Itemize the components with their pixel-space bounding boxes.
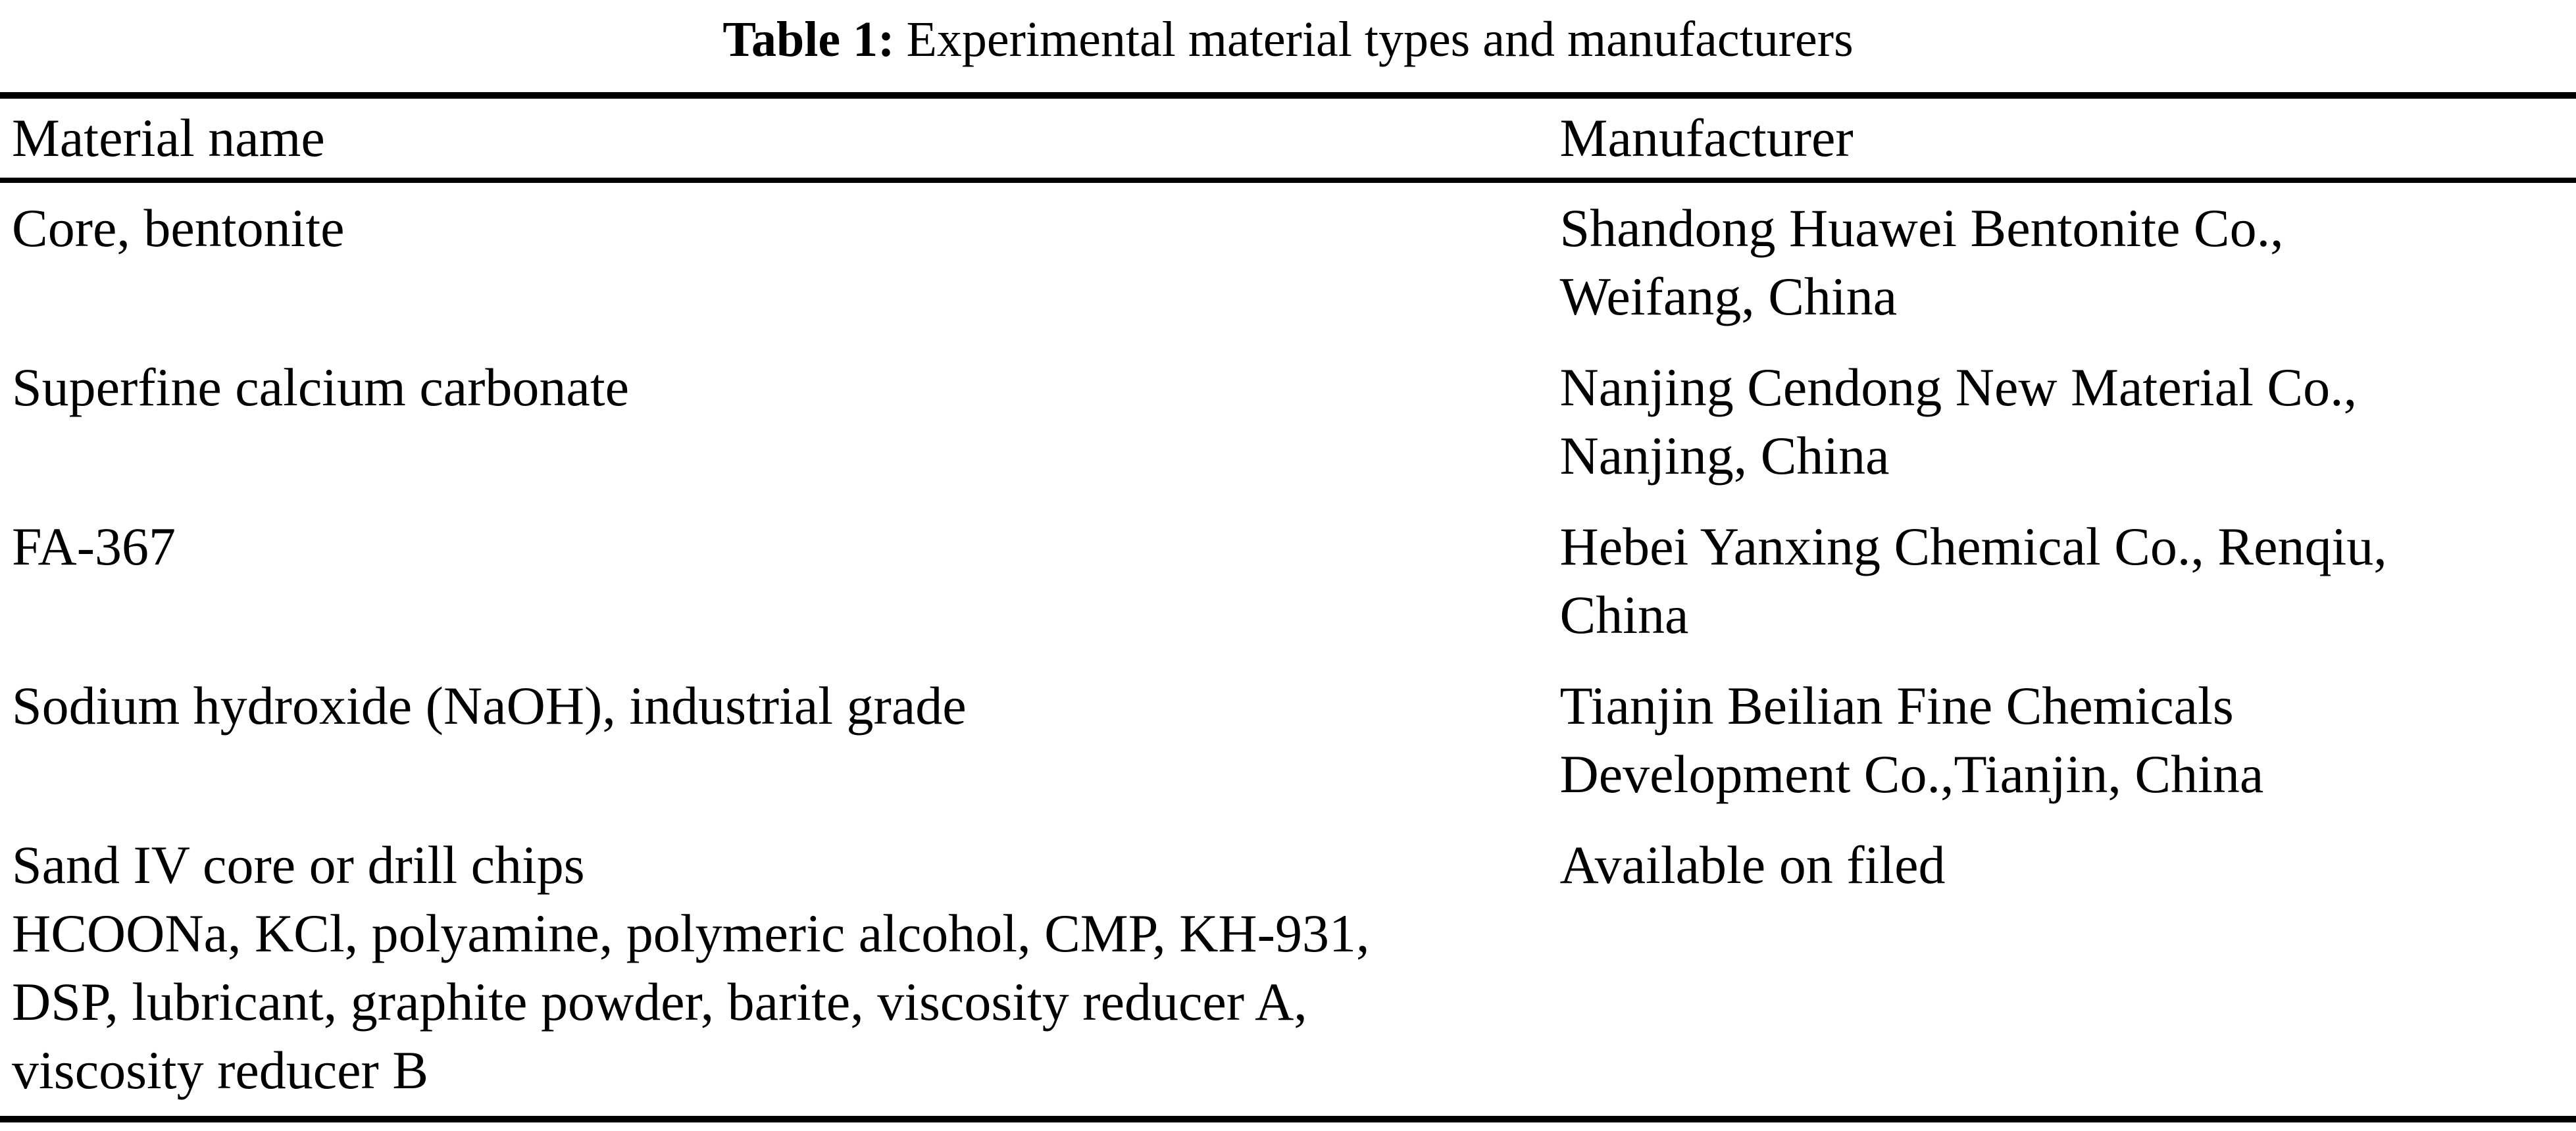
manufacturer-line: Tianjin Beilian Fine Chemicals [1559, 676, 2234, 736]
table-row: Sodium hydroxide (NaOH), industrial grad… [0, 661, 2576, 820]
caption-text: Experimental material types and manufact… [906, 12, 1854, 67]
material-line: HCOONa, KCl, polyamine, polymeric alcoho… [12, 903, 1370, 963]
table-row: Core, bentonite Shandong Huawei Bentonit… [0, 180, 2576, 342]
table-caption: Table 1: Experimental material types and … [0, 0, 2576, 72]
table-row: Superfine calcium carbonate Nanjing Cend… [0, 342, 2576, 501]
caption-label: Table 1: [722, 12, 895, 67]
manufacturer-line: Nanjing Cendong New Material Co., [1559, 357, 2358, 417]
material-cell: Superfine calcium carbonate [0, 342, 1560, 501]
manufacturer-cell: Tianjin Beilian Fine Chemicals Developme… [1560, 661, 2576, 820]
manufacturer-line: Nanjing, China [1559, 426, 1890, 486]
manufacturer-line: Shandong Huawei Bentonite Co., [1559, 198, 2284, 258]
manufacturer-line: China [1559, 585, 1689, 645]
manufacturer-line: Development Co.,Tianjin, China [1559, 744, 2264, 804]
manufacturer-line: Hebei Yanxing Chemical Co., Renqiu, [1559, 516, 2387, 576]
column-header-manufacturer: Manufacturer [1559, 92, 2576, 183]
table-row: FA-367 Hebei Yanxing Chemical Co., Renqi… [0, 501, 2576, 661]
manufacturer-cell: Nanjing Cendong New Material Co., Nanjin… [1560, 342, 2576, 501]
manufacturer-cell: Shandong Huawei Bentonite Co., Weifang, … [1560, 180, 2576, 342]
material-line: DSP, lubricant, graphite powder, barite,… [12, 972, 1307, 1032]
material-line: Superfine calcium carbonate [12, 357, 629, 417]
material-cell: FA-367 [0, 501, 1560, 661]
material-cell: Core, bentonite [0, 180, 1560, 342]
material-line: Sand IV core or drill chips [12, 835, 585, 895]
table-header-row: Material name Manufacturer [0, 92, 2576, 183]
material-cell: Sodium hydroxide (NaOH), industrial grad… [0, 661, 1560, 820]
material-line: FA-367 [12, 516, 176, 576]
manufacturer-cell: Hebei Yanxing Chemical Co., Renqiu, Chin… [1560, 501, 2576, 661]
material-line: Sodium hydroxide (NaOH), industrial grad… [12, 676, 967, 736]
material-cell: Sand IV core or drill chips HCOONa, KCl,… [0, 820, 1560, 1122]
material-line: Core, bentonite [12, 198, 345, 258]
materials-table: Material name Manufacturer Core, bentoni… [0, 92, 2576, 1122]
material-line: viscosity reducer B [12, 1040, 429, 1100]
manufacturer-line: Available on filed [1559, 835, 1946, 895]
table-row: Sand IV core or drill chips HCOONa, KCl,… [0, 820, 2576, 1122]
column-header-material: Material name [0, 92, 1560, 183]
manufacturer-line: Weifang, China [1559, 266, 1898, 326]
manufacturer-cell: Available on filed [1559, 820, 2576, 1122]
